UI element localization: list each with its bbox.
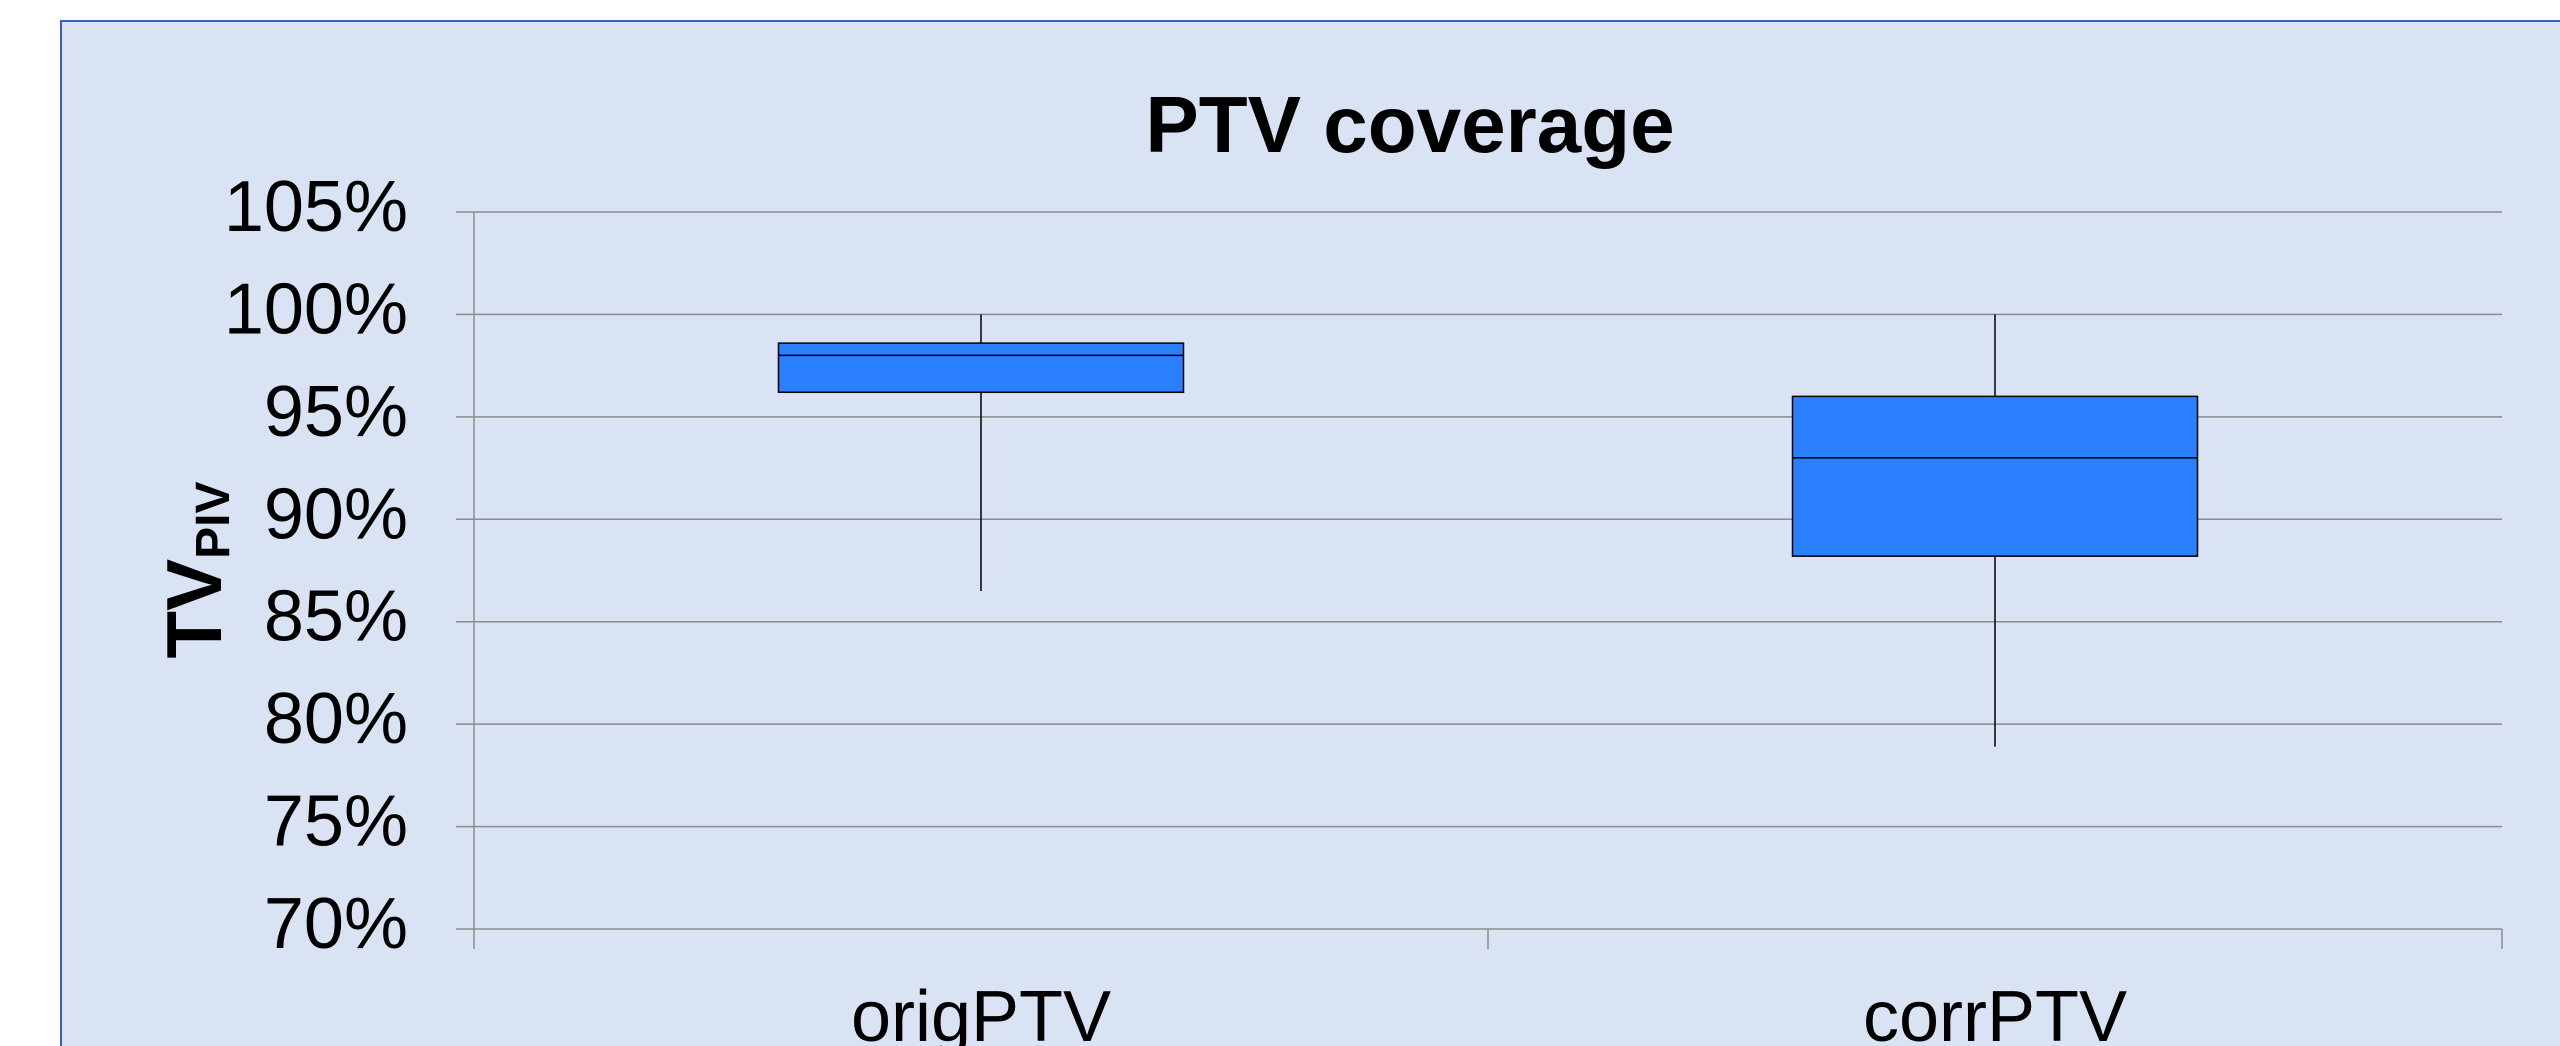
x-tick-label: origPTV [851,977,1111,1046]
y-tick-label: 105% [224,167,408,247]
box [777,342,1185,394]
y-tick-label: 75% [264,782,408,862]
chart-title: PTV coverage [1145,80,1674,169]
y-tick-label: 80% [264,679,408,759]
x-tick-label: corrPTV [1863,977,2127,1046]
y-tick-label: 95% [264,372,408,452]
y-axis-label-main: TV [150,559,238,659]
y-tick-label: 85% [264,577,408,657]
box [1791,395,2199,557]
y-axis-label: TVPIV [150,481,240,658]
y-axis-label-sub: PIV [187,481,240,558]
y-tick-label: 70% [264,884,408,964]
y-tick-label: 90% [264,474,408,554]
y-tick-label: 100% [224,269,408,349]
